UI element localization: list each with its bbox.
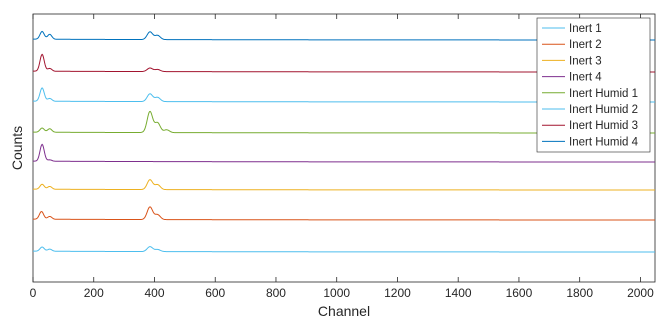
legend-entry-label: Inert 2 [569,39,602,51]
legend-entry-label: Inert 4 [569,72,602,84]
x-tick-label: 200 [84,286,104,300]
x-tick-label: 1200 [384,286,411,300]
legend: Inert 1 Inert 2 Inert 3 Inert 4 Inert Humid … [536,17,651,153]
x-tick-label: 600 [205,286,225,300]
y-axis-label: Counts [9,126,25,170]
series-line [33,206,655,221]
x-tick-label: 800 [266,286,286,300]
series-line [33,246,655,253]
x-axis-label: Channel [318,303,370,319]
x-tick-label: 1400 [445,286,472,300]
legend-entry-label: Inert Humid 1 [569,88,638,100]
x-tick-label: 2000 [627,286,654,300]
legend-entry-label: Inert Humid 3 [569,120,638,132]
series-line [33,143,655,163]
x-axis-ticks: 0 200 400 600 800 1000 1200 1400 1600 1800 2000 [30,14,654,300]
legend-entry-label: Inert Humid 2 [569,104,638,116]
legend-box [536,17,651,153]
series-line [33,179,655,191]
x-tick-label: 1000 [323,286,350,300]
legend-entry-label: Inert Humid 4 [569,136,639,148]
legend-entry-label: Inert 3 [569,55,602,67]
x-tick-label: 1600 [506,286,533,300]
x-tick-label: 1800 [566,286,593,300]
x-tick-label: 400 [144,286,164,300]
x-tick-label: 0 [30,286,37,300]
legend-entry-label: Inert 1 [569,23,602,35]
